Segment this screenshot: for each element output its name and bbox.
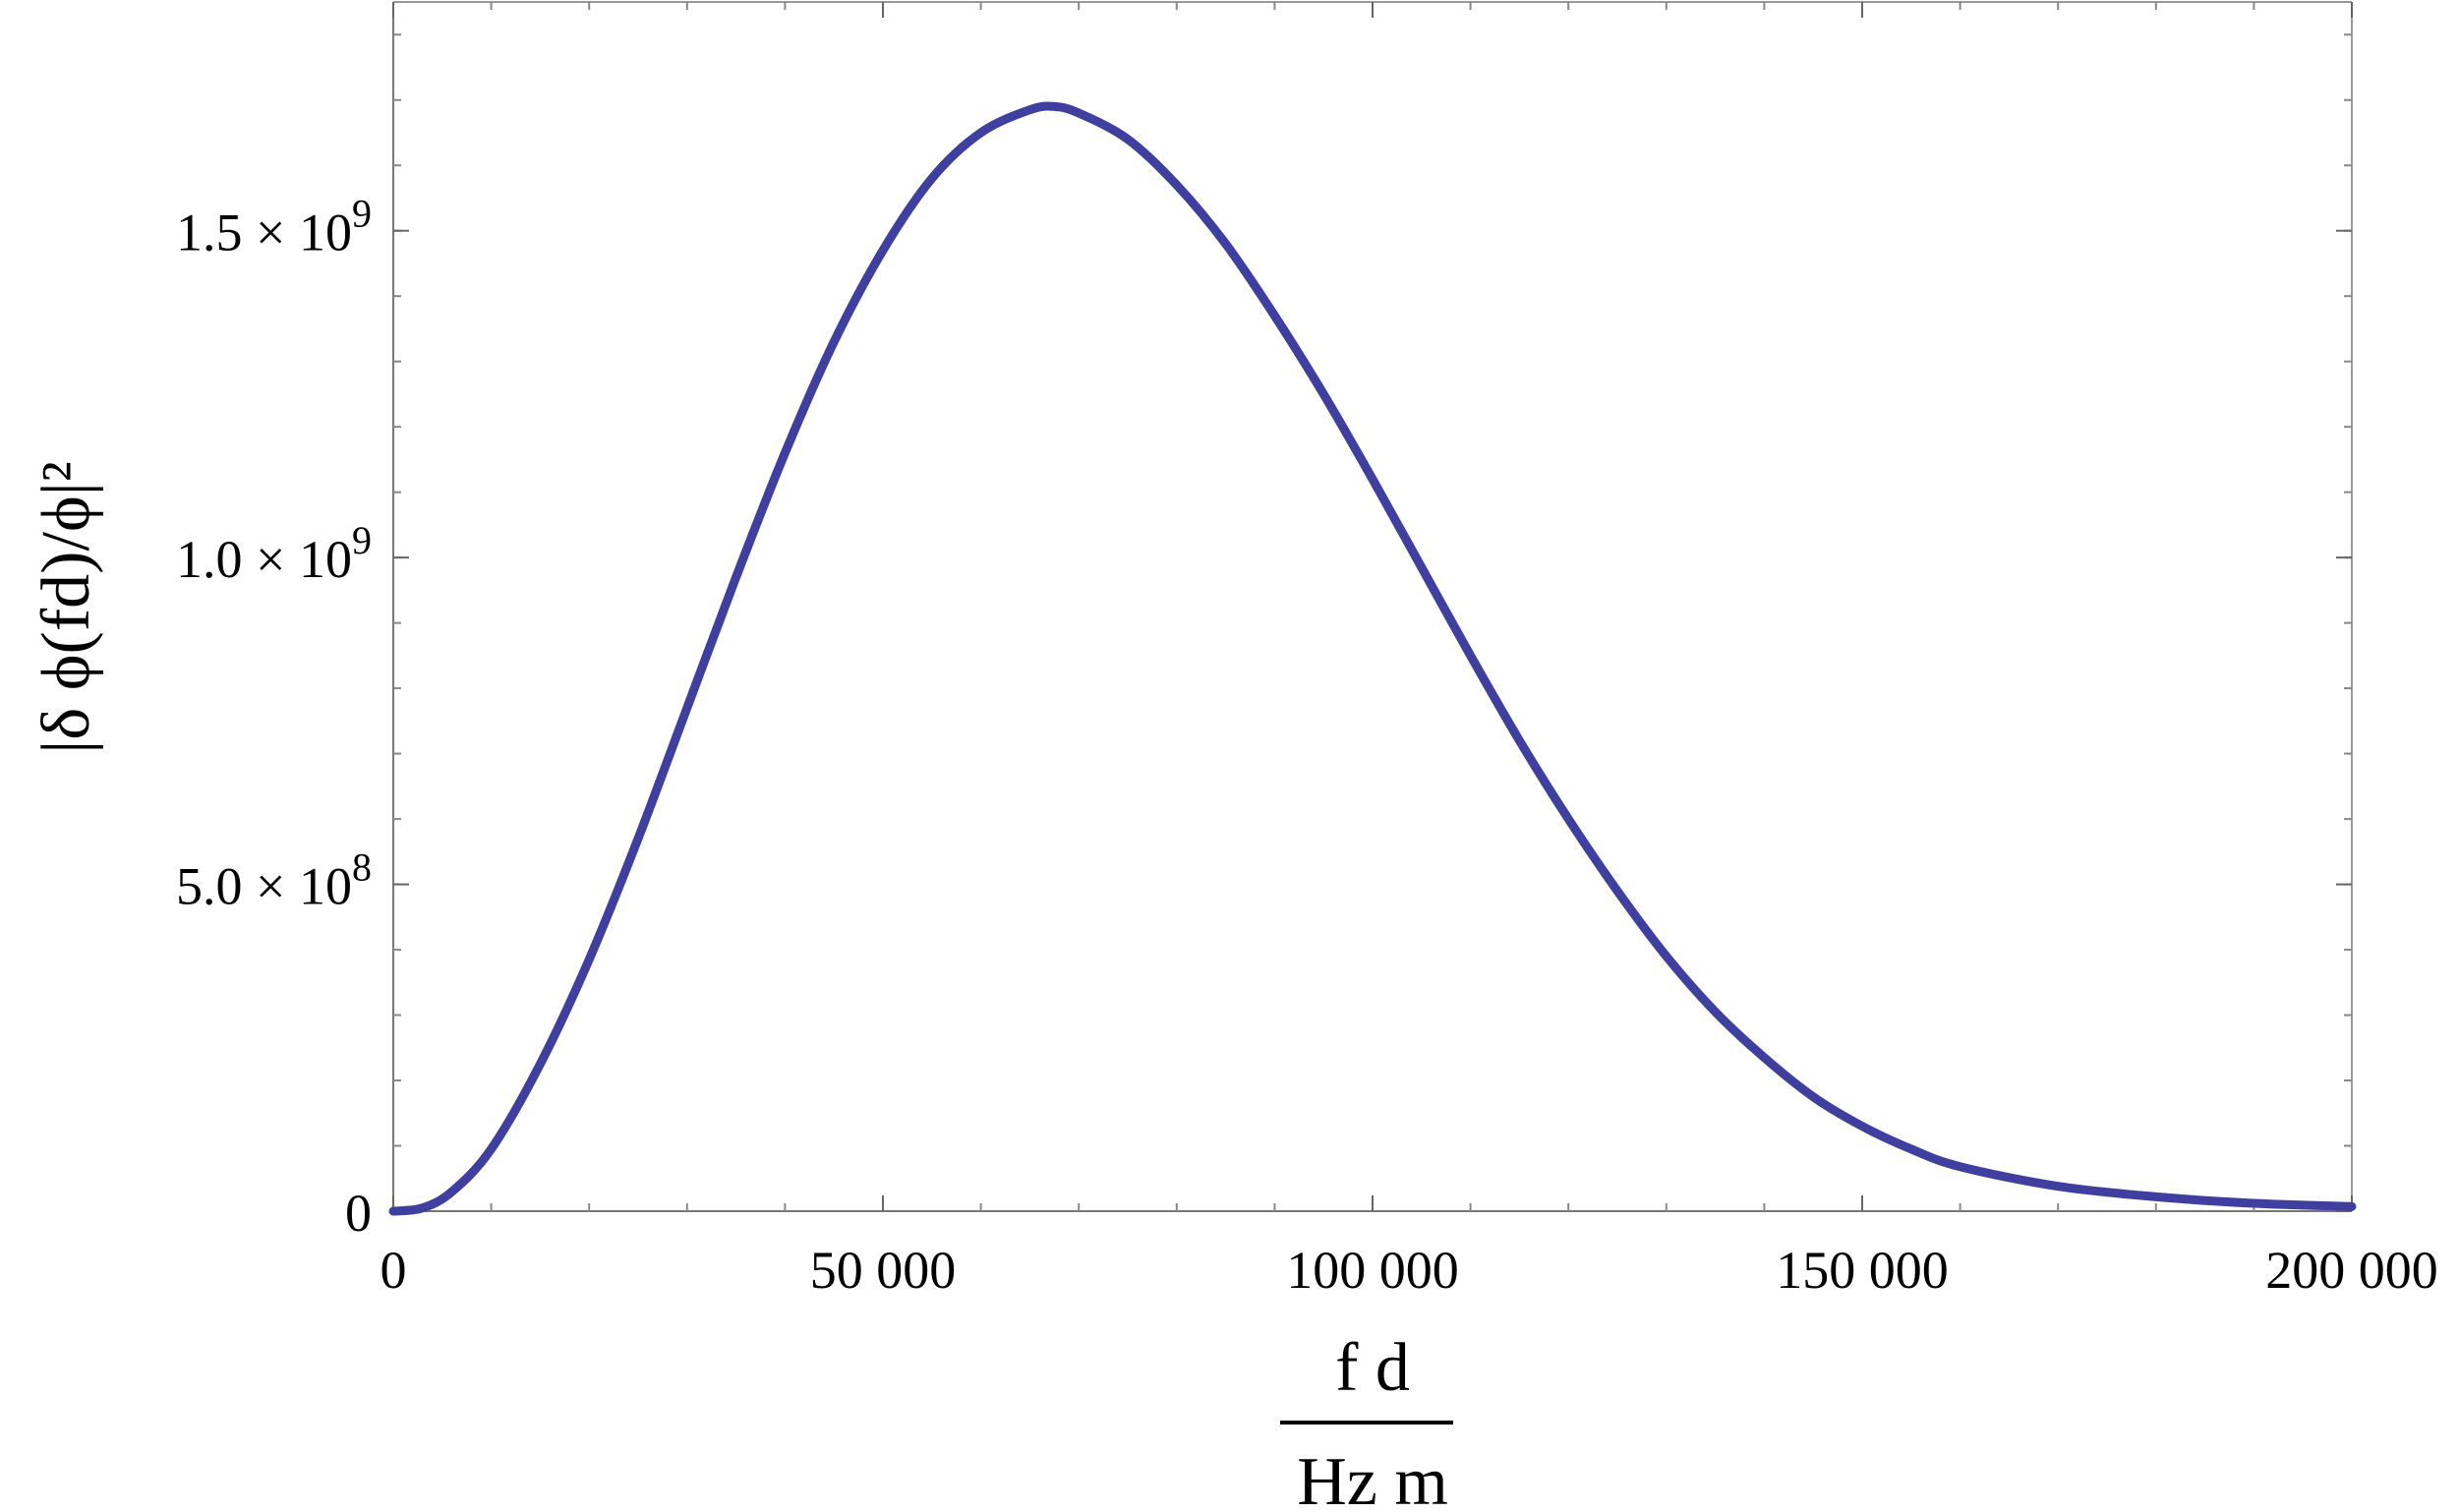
x-tick-label: 100 000 xyxy=(1286,1241,1459,1300)
y-axis-title: |δ ϕ(fd)/ϕ|² xyxy=(29,461,104,754)
x-tick-labels: 0 50 000 100 000 150 000 200 000 xyxy=(380,1241,2438,1300)
x-axis-title-numerator: f d xyxy=(1335,1330,1410,1406)
x-tick-label: 150 000 xyxy=(1776,1241,1949,1300)
y-tick-exponent: 8 xyxy=(352,845,372,890)
series-line xyxy=(388,101,2357,1216)
y-tick-exponent: 9 xyxy=(352,192,372,236)
plot-frame xyxy=(392,1,2353,1212)
x-axis-title: f d Hz m xyxy=(1280,1330,1453,1512)
y-tick-labels: 0 5.0 × 108 1.0 × 109 1.5 × 109 xyxy=(176,192,372,1243)
y-tick-exponent: 9 xyxy=(352,518,372,562)
x-tick-label: 50 000 xyxy=(810,1241,957,1300)
x-tick-label: 200 000 xyxy=(2265,1241,2438,1300)
y-tick-label: 0 xyxy=(345,1184,372,1243)
y-tick-label: 5.0 × 108 xyxy=(176,845,372,916)
x-tick-label: 0 xyxy=(380,1241,407,1300)
major-ticks xyxy=(392,2,2353,1212)
y-tick-label: 1.5 × 109 xyxy=(176,192,372,262)
y-tick-label: 1.0 × 109 xyxy=(176,518,372,589)
minor-ticks xyxy=(392,2,2353,1212)
x-axis-title-denominator: Hz m xyxy=(1297,1444,1448,1512)
